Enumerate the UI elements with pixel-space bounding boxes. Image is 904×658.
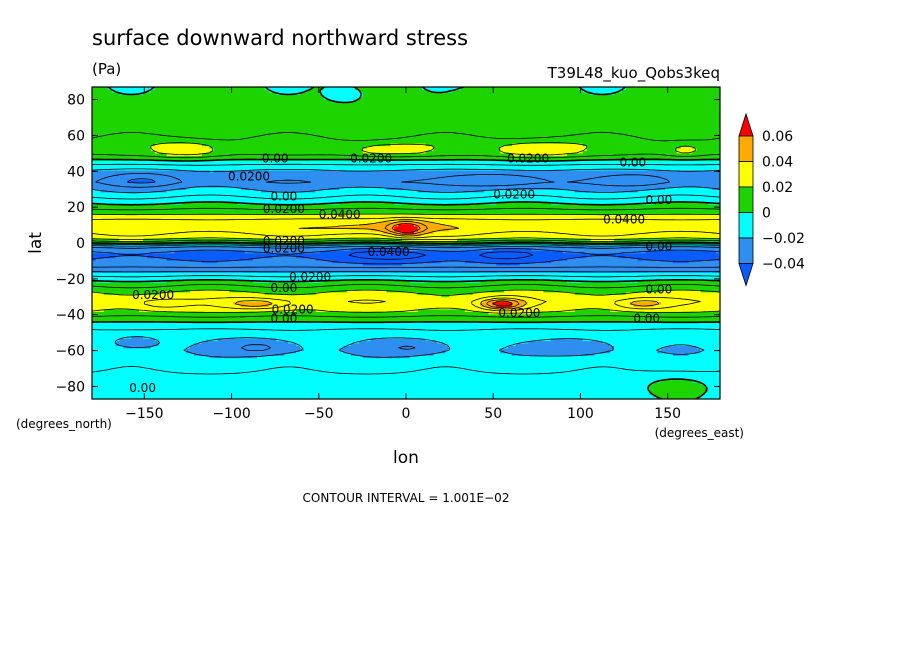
run-label: T39L48_kuo_Qobs3keq: [547, 64, 720, 83]
units-label: (Pa): [92, 60, 121, 78]
chart-title: surface downward northward stress: [92, 26, 468, 50]
